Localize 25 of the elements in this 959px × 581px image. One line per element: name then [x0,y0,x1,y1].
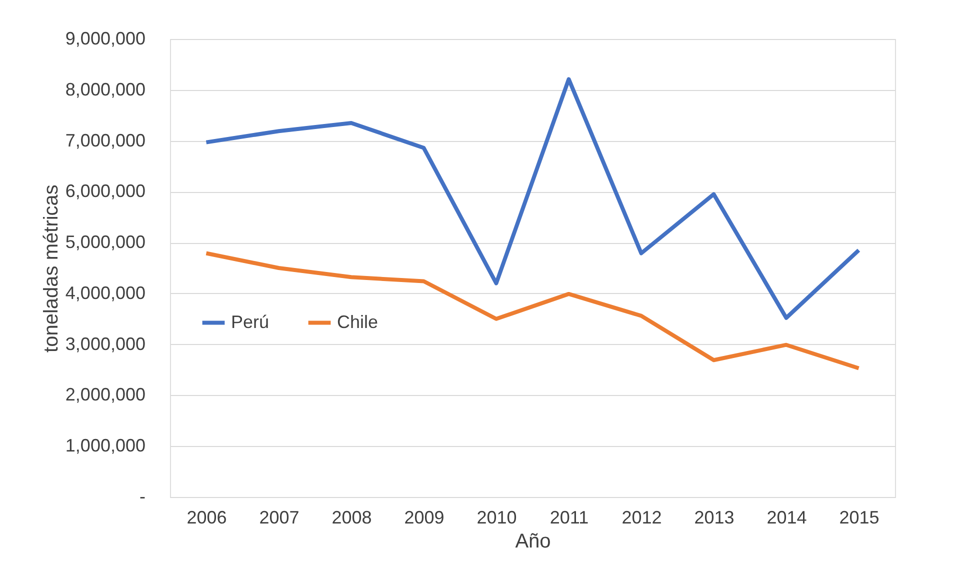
y-tick-label: 1,000,000 [65,436,146,456]
y-tick-label: 2,000,000 [65,384,146,405]
legend-label: Perú [231,312,270,332]
x-tick-label: 2015 [839,508,880,528]
x-tick-label: 2013 [694,508,734,528]
y-tick-label: 9,000,000 [65,28,146,48]
x-tick-label: 2007 [259,508,300,528]
x-tick-label: 2010 [476,508,517,528]
y-tick-label: 5,000,000 [65,232,146,252]
y-tick-label: 6,000,000 [65,181,146,202]
y-tick-label: 3,000,000 [65,334,146,354]
y-tick-label: 8,000,000 [65,79,146,100]
x-tick-label: 2012 [622,508,662,528]
x-tick-label: 2008 [332,508,372,528]
y-tick-label: - [140,486,146,506]
legend-label: Chile [337,312,378,332]
x-tick-label: 2009 [404,508,444,528]
x-axis-title: Año [515,530,551,552]
y-tick-label: 4,000,000 [65,282,146,303]
x-tick-label: 2011 [550,508,589,528]
y-axis-title: toneladas métricas [40,184,62,352]
x-tick-label: 2006 [186,508,227,528]
x-tick-label: 2014 [766,508,807,528]
line-series [204,251,861,370]
y-tick-label: 7,000,000 [65,130,146,150]
